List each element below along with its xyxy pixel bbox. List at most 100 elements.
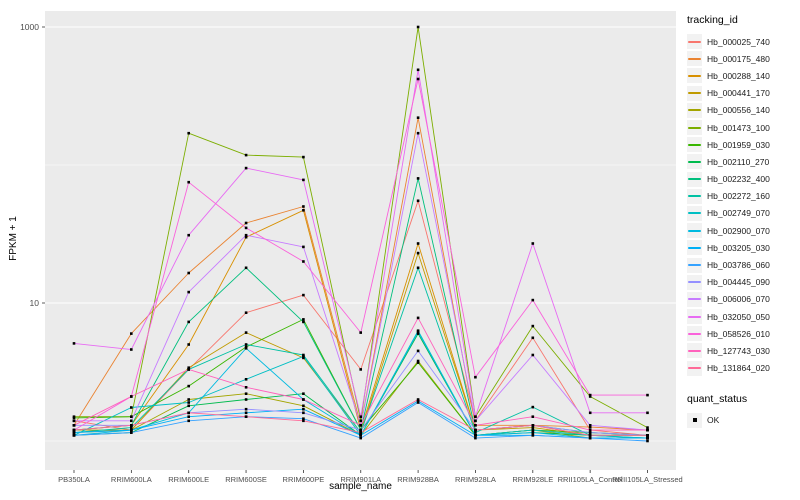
legend-item: Hb_058526_010 xyxy=(687,325,799,342)
legend-title: tracking_id xyxy=(687,14,738,26)
y-axis-title: FPKM + 1 xyxy=(8,216,19,261)
legend-item-label: Hb_002749_070 xyxy=(707,208,770,219)
legend-key-line xyxy=(688,57,701,60)
legend-item: Hb_004445_090 xyxy=(687,274,799,291)
legend-key-swatch xyxy=(687,34,702,50)
legend-key-line xyxy=(688,298,701,301)
legend-key-swatch xyxy=(687,257,702,273)
legend-key-swatch xyxy=(687,68,702,84)
quant-status-legend-title: quant_status xyxy=(687,392,748,405)
x-tick-label: PB350LA xyxy=(58,475,90,484)
legend-key-swatch xyxy=(687,274,702,290)
legend-key-line xyxy=(688,349,701,352)
legend-key-swatch xyxy=(687,120,702,136)
legend: tracking_id Hb_000025_740 Hb_000175_480 Hb… xyxy=(687,14,799,429)
legend-item-label: Hb_004445_090 xyxy=(707,277,770,288)
legend-item-label: Hb_000025_740 xyxy=(707,36,770,47)
legend-item: Hb_002272_160 xyxy=(687,188,799,205)
x-tick-label: RRII105LA_Control xyxy=(558,475,623,484)
legend-key-line xyxy=(688,195,701,198)
legend-item: Hb_001959_030 xyxy=(687,136,799,153)
quant-status-legend-item: OK xyxy=(687,412,799,429)
legend-item-label: Hb_000556_140 xyxy=(707,105,770,116)
legend-item-label: Hb_032050_050 xyxy=(707,311,770,322)
x-axis-title: sample_name xyxy=(329,481,392,492)
legend-item-label: Hb_058526_010 xyxy=(707,328,770,339)
legend-item-label: Hb_002272_160 xyxy=(707,191,770,202)
legend-key-line xyxy=(688,212,701,215)
legend-key-line xyxy=(688,126,701,129)
legend-item: Hb_002749_070 xyxy=(687,205,799,222)
legend-key-line xyxy=(688,178,701,181)
legend-key-line xyxy=(688,160,701,163)
legend-key-swatch xyxy=(687,309,702,325)
legend-item-label: Hb_131864_020 xyxy=(707,363,770,374)
legend-item: Hb_002232_400 xyxy=(687,171,799,188)
series-points-Hb_003786_060 xyxy=(72,401,649,443)
legend-key-swatch xyxy=(687,102,702,118)
series-points-Hb_032050_050 xyxy=(72,68,649,418)
legend-items: Hb_000025_740 Hb_000175_480 Hb_000288_140 H… xyxy=(687,33,799,377)
legend-item: Hb_002110_270 xyxy=(687,153,799,170)
legend-item-label: Hb_000175_480 xyxy=(707,53,770,64)
legend-item: Hb_006006_070 xyxy=(687,291,799,308)
legend-item-label: Hb_002110_270 xyxy=(707,156,770,167)
legend-key-swatch xyxy=(687,205,702,221)
legend-item: Hb_000441_170 xyxy=(687,85,799,102)
legend-item: Hb_000175_480 xyxy=(687,50,799,67)
x-tick-label: RRIM928LE xyxy=(512,475,553,484)
legend-item: Hb_003786_060 xyxy=(687,256,799,273)
legend-key-swatch xyxy=(687,188,702,204)
legend-item-label: Hb_003786_060 xyxy=(707,260,770,271)
legend-key-line xyxy=(688,264,701,267)
legend-key-swatch xyxy=(687,240,702,256)
legend-key-swatch xyxy=(687,343,702,359)
legend-item-label: Hb_002900_070 xyxy=(707,225,770,236)
x-tick-label: RRIM901LA xyxy=(340,475,381,484)
legend-item: Hb_000288_140 xyxy=(687,67,799,84)
x-tick-label: RRIM600LE xyxy=(168,475,209,484)
legend-key-swatch xyxy=(687,171,702,187)
plot-panel xyxy=(45,11,676,470)
legend-item: Hb_001473_100 xyxy=(687,119,799,136)
legend-item: Hb_003205_030 xyxy=(687,239,799,256)
legend-key-swatch xyxy=(687,137,702,153)
legend-key-line xyxy=(688,40,701,43)
legend-item: Hb_127743_030 xyxy=(687,342,799,359)
legend-key-line xyxy=(688,143,701,146)
quant-status-label: OK xyxy=(707,415,720,426)
legend-key-line xyxy=(688,332,701,335)
legend-item: Hb_002900_070 xyxy=(687,222,799,239)
black-square-point-icon xyxy=(692,418,697,423)
legend-item-label: Hb_003205_030 xyxy=(707,242,770,253)
legend-key-swatch xyxy=(687,326,702,342)
legend-item: Hb_000556_140 xyxy=(687,102,799,119)
legend-key-line xyxy=(688,315,701,318)
legend-item-label: Hb_001959_030 xyxy=(707,139,770,150)
legend-item: Hb_131864_020 xyxy=(687,360,799,377)
legend-key-swatch xyxy=(687,223,702,239)
legend-key-line xyxy=(688,281,701,284)
legend-key-swatch xyxy=(687,85,702,101)
legend-key-swatch xyxy=(687,51,702,67)
legend-item: Hb_000025_740 xyxy=(687,33,799,50)
quant-status-legend-items: OK xyxy=(687,412,799,429)
y-tick-label: 1000 xyxy=(20,22,39,32)
quant-status-key-swatch xyxy=(687,412,702,428)
x-tick-label: RRII105LA_Stressed xyxy=(612,475,682,484)
legend-item-label: Hb_000441_170 xyxy=(707,88,770,99)
legend-key-swatch xyxy=(687,291,702,307)
x-tick-label: RRIM600PE xyxy=(283,475,325,484)
legend-item-label: Hb_002232_400 xyxy=(707,174,770,185)
legend-item: Hb_032050_050 xyxy=(687,308,799,325)
legend-key-swatch xyxy=(687,360,702,376)
legend-key-swatch xyxy=(687,154,702,170)
legend-item-label: Hb_006006_070 xyxy=(707,294,770,305)
series-points-Hb_127743_030 xyxy=(72,316,649,432)
legend-key-line xyxy=(688,367,701,370)
y-tick-label: 10 xyxy=(30,298,40,308)
x-tick-label: RRIM600SE xyxy=(225,475,267,484)
x-tick-label: RRIM600LA xyxy=(111,475,152,484)
